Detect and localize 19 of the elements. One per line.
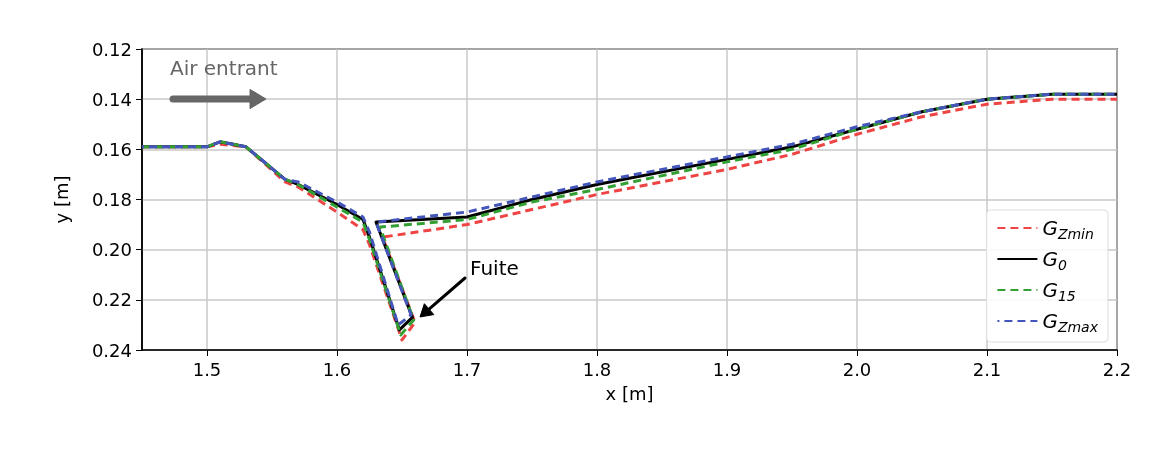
annotation: Air entrant (170, 56, 278, 80)
annotation: Fuite (470, 256, 519, 280)
x-tick-label: 1.6 (322, 358, 352, 380)
y-tick-label: 0.16 (91, 138, 132, 160)
x-tick-label: 2.1 (972, 358, 1002, 380)
x-tick-label: 1.7 (452, 358, 482, 380)
x-axis-title: x [m] (605, 382, 654, 404)
x-tick-label: 1.8 (582, 358, 612, 380)
x-tick-label: 2.2 (1102, 358, 1132, 380)
y-tick-label: 0.12 (91, 38, 132, 60)
x-tick-label: 2.0 (842, 358, 872, 380)
x-tick-label: 1.9 (712, 358, 742, 380)
y-tick-label: 0.20 (91, 239, 132, 261)
y-tick-label: 0.14 (91, 88, 132, 110)
y-tick-label: 0.24 (91, 339, 132, 361)
y-axis-title: y [m] (50, 175, 72, 224)
y-tick-label: 0.22 (91, 289, 132, 311)
y-tick-label: 0.18 (91, 189, 132, 210)
x-tick-label: 1.5 (192, 358, 222, 380)
